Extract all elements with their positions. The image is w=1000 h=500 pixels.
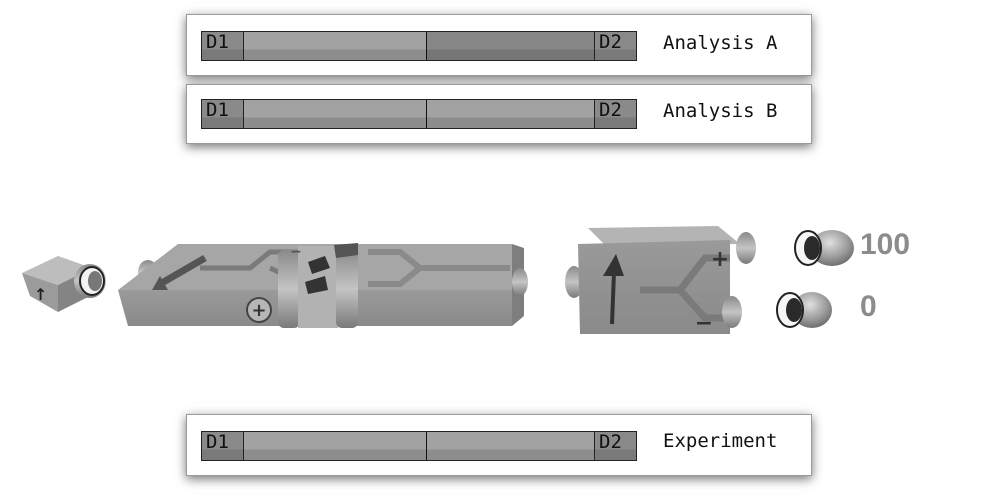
experiment-d2-label: D2: [594, 432, 636, 460]
filter-1-minus-icon: −: [290, 244, 302, 260]
filter-2: + −: [565, 226, 756, 336]
analysis-b-d1-label: D1: [202, 100, 244, 128]
experiment-panel: D1 D2 Experiment: [186, 414, 812, 476]
detector-plus-count: 100: [860, 228, 911, 261]
experiment-d1-label: D1: [202, 432, 244, 460]
filter-2-plus-icon: +: [711, 247, 729, 272]
experiment-label: Experiment: [663, 430, 778, 452]
detector-minus-count: 0: [860, 290, 877, 323]
particle-source: ↑: [22, 256, 106, 312]
analysis-b-panel: D1 D2 Analysis B: [186, 84, 812, 144]
analysis-a-bar: D1 D2: [201, 31, 637, 61]
analysis-a-center-marker: [426, 32, 427, 60]
analysis-a-d1-label: D1: [202, 32, 244, 60]
detector-minus: [776, 292, 832, 328]
filter-1: + −: [118, 243, 528, 328]
filter-2-minus-icon: −: [695, 311, 713, 336]
detector-plus: [794, 230, 854, 266]
analysis-a-d2-label: D2: [594, 32, 636, 60]
filter-1-plus-icon: +: [251, 300, 266, 321]
analysis-a-panel: D1 D2 Analysis A: [186, 14, 812, 76]
analysis-a-label: Analysis A: [663, 32, 778, 54]
analysis-b-label: Analysis B: [663, 100, 778, 122]
experiment-bar: D1 D2: [201, 431, 637, 461]
analysis-b-d2-label: D2: [594, 100, 636, 128]
experiment-center-marker: [426, 432, 427, 460]
analysis-b-center-marker: [426, 100, 427, 128]
source-up-arrow-icon: ↑: [34, 285, 47, 304]
analysis-b-bar: D1 D2: [201, 99, 637, 129]
